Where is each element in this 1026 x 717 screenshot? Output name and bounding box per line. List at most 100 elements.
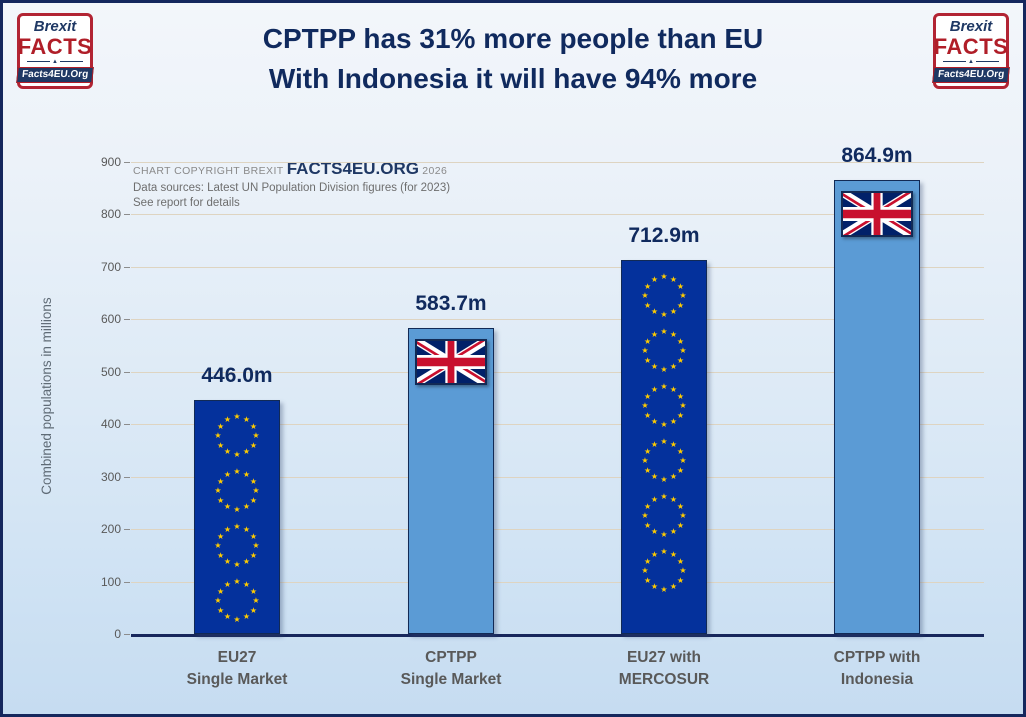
- eu-star-icon: ★: [641, 456, 649, 465]
- eu-star-icon: ★: [252, 431, 260, 440]
- eu-star-icon: ★: [233, 560, 241, 569]
- x-category-line-2: Indonesia: [840, 671, 914, 688]
- eu-star-icon: ★: [242, 447, 251, 457]
- eu-star-icon: ★: [676, 501, 685, 511]
- eu-star-icon: ★: [660, 530, 668, 539]
- eu-star-icon: ★: [669, 307, 678, 317]
- copyright-line: CHART COPYRIGHT BREXIT FACTS4EU.ORG 2026: [133, 159, 450, 179]
- eu-stars-circle: ★ ★ ★ ★ ★ ★ ★ ★ ★ ★ ★ ★: [214, 523, 260, 569]
- logo-brexit-text: Brexit: [33, 18, 77, 36]
- eu-star-icon: ★: [233, 450, 241, 459]
- eu-star-icon: ★: [650, 274, 659, 284]
- eu-star-icon: ★: [641, 291, 649, 300]
- eu-star-icon: ★: [242, 502, 251, 512]
- x-category-line-1: CPTPP: [425, 649, 477, 666]
- gridline-500: [131, 371, 984, 373]
- eu-star-icon: ★: [669, 417, 678, 427]
- eu-star-icon: ★: [660, 327, 668, 336]
- eu-star-icon: ★: [669, 494, 678, 504]
- x-category-line-2: Single Market: [400, 671, 502, 688]
- eu-star-icon: ★: [643, 336, 652, 346]
- eu-star-icon: ★: [669, 549, 678, 559]
- brexit-facts-logo-left: Brexit FACTS ▲ Facts4EU.Org: [16, 13, 94, 89]
- eu-star-icon: ★: [676, 300, 685, 310]
- eu-star-icon: ★: [650, 307, 659, 317]
- eu-star-icon: ★: [669, 582, 678, 592]
- eu-star-icon: ★: [242, 579, 251, 589]
- uk-flag-graphic: [417, 341, 485, 383]
- eu-star-icon: ★: [214, 486, 222, 495]
- value-label-cptpp-single-market: 583.7m: [415, 292, 487, 315]
- eu-stars-circle: ★ ★ ★ ★ ★ ★ ★ ★ ★ ★ ★ ★: [641, 383, 687, 429]
- triangle-up-icon: ▲: [968, 58, 974, 65]
- eu-star-icon: ★: [249, 605, 258, 615]
- chart-title: CPTPP has 31% more people than EU With I…: [103, 19, 923, 99]
- eu-star-icon: ★: [676, 410, 685, 420]
- eu-star-icon: ★: [650, 527, 659, 537]
- eu-star-icon: ★: [669, 472, 678, 482]
- eu-star-icon: ★: [249, 531, 258, 541]
- eu-star-icon: ★: [660, 492, 668, 501]
- eu-stars-circle: ★ ★ ★ ★ ★ ★ ★ ★ ★ ★ ★ ★: [641, 273, 687, 319]
- eu-star-icon: ★: [676, 355, 685, 365]
- eu-star-icon: ★: [643, 300, 652, 310]
- logo-facts-text: FACTS: [17, 33, 93, 59]
- eu-star-icon: ★: [669, 384, 678, 394]
- eu-star-icon: ★: [660, 547, 668, 556]
- eu-star-icon: ★: [233, 412, 241, 421]
- y-tick-label-100: 100: [100, 574, 121, 589]
- eu-star-icon: ★: [650, 329, 659, 339]
- y-tick-label-300: 300: [100, 469, 121, 484]
- eu-star-icon: ★: [650, 549, 659, 559]
- x-category-cptpp-with-indonesia: CPTPP with Indonesia: [772, 647, 982, 691]
- y-tick-label-0: 0: [114, 627, 121, 641]
- eu-star-icon: ★: [643, 281, 652, 291]
- eu-star-icon: ★: [249, 495, 258, 505]
- eu-star-icon: ★: [676, 575, 685, 585]
- eu-star-icon: ★: [641, 511, 649, 520]
- value-label-cptpp-with-indonesia: 864.9m: [841, 144, 913, 167]
- bar-eu27-with-mercosur: ★ ★ ★ ★ ★ ★ ★ ★ ★ ★ ★ ★ ★ ★ ★ ★ ★ ★ ★ ★ ★ ★ ★ ★ ★ ★ ★ ★ ★ ★ ★ ★ ★ ★ ★ ★ ★ ★ ★ ★…: [621, 260, 707, 634]
- see-report-line: See report for details: [133, 197, 240, 209]
- x-category-eu27-with-mercosur: EU27 with MERCOSUR: [559, 647, 769, 691]
- eu-star-icon: ★: [660, 365, 668, 374]
- eu-star-icon: ★: [233, 467, 241, 476]
- y-tick-mark-900: [124, 162, 130, 163]
- eu-star-icon: ★: [242, 469, 251, 479]
- eu-star-icon: ★: [669, 362, 678, 372]
- eu-stars-circle: ★ ★ ★ ★ ★ ★ ★ ★ ★ ★ ★ ★: [641, 493, 687, 539]
- eu-star-icon: ★: [216, 440, 225, 450]
- eu-star-icon: ★: [223, 447, 232, 457]
- eu-star-icon: ★: [216, 550, 225, 560]
- eu-star-icon: ★: [252, 541, 260, 550]
- eu-star-icon: ★: [643, 501, 652, 511]
- eu-star-icon: ★: [233, 577, 241, 586]
- eu-star-icon: ★: [223, 524, 232, 534]
- eu-star-icon: ★: [249, 421, 258, 431]
- logo-site-banner: Facts4EU.Org: [932, 66, 1010, 83]
- eu-star-icon: ★: [679, 401, 687, 410]
- y-tick-mark-300: [124, 476, 130, 478]
- value-label-eu27-with-mercosur: 712.9m: [628, 224, 700, 247]
- eu-star-icon: ★: [223, 469, 232, 479]
- logo-site-banner: Facts4EU.Org: [16, 66, 94, 83]
- eu-star-icon: ★: [252, 486, 260, 495]
- uk-flag-icon: [841, 191, 913, 237]
- gridline-800: [131, 214, 984, 216]
- y-tick-label-800: 800: [100, 207, 121, 222]
- copyright-year: 2026: [422, 165, 448, 177]
- eu-star-icon: ★: [643, 446, 652, 456]
- x-category-line-1: EU27: [217, 649, 257, 666]
- eu-star-icon: ★: [660, 310, 668, 319]
- eu-stars-circle: ★ ★ ★ ★ ★ ★ ★ ★ ★ ★ ★ ★: [214, 578, 260, 624]
- eu-star-icon: ★: [669, 527, 678, 537]
- y-tick-mark-800: [124, 214, 130, 216]
- eu-star-icon: ★: [643, 410, 652, 420]
- eu-star-icon: ★: [660, 437, 668, 446]
- x-category-line-2: MERCOSUR: [618, 671, 710, 688]
- y-tick-mark-400: [124, 424, 130, 426]
- eu-star-icon: ★: [679, 291, 687, 300]
- eu-star-icon: ★: [676, 446, 685, 456]
- eu-star-icon: ★: [233, 615, 241, 624]
- logo-facts-text: FACTS: [933, 33, 1009, 59]
